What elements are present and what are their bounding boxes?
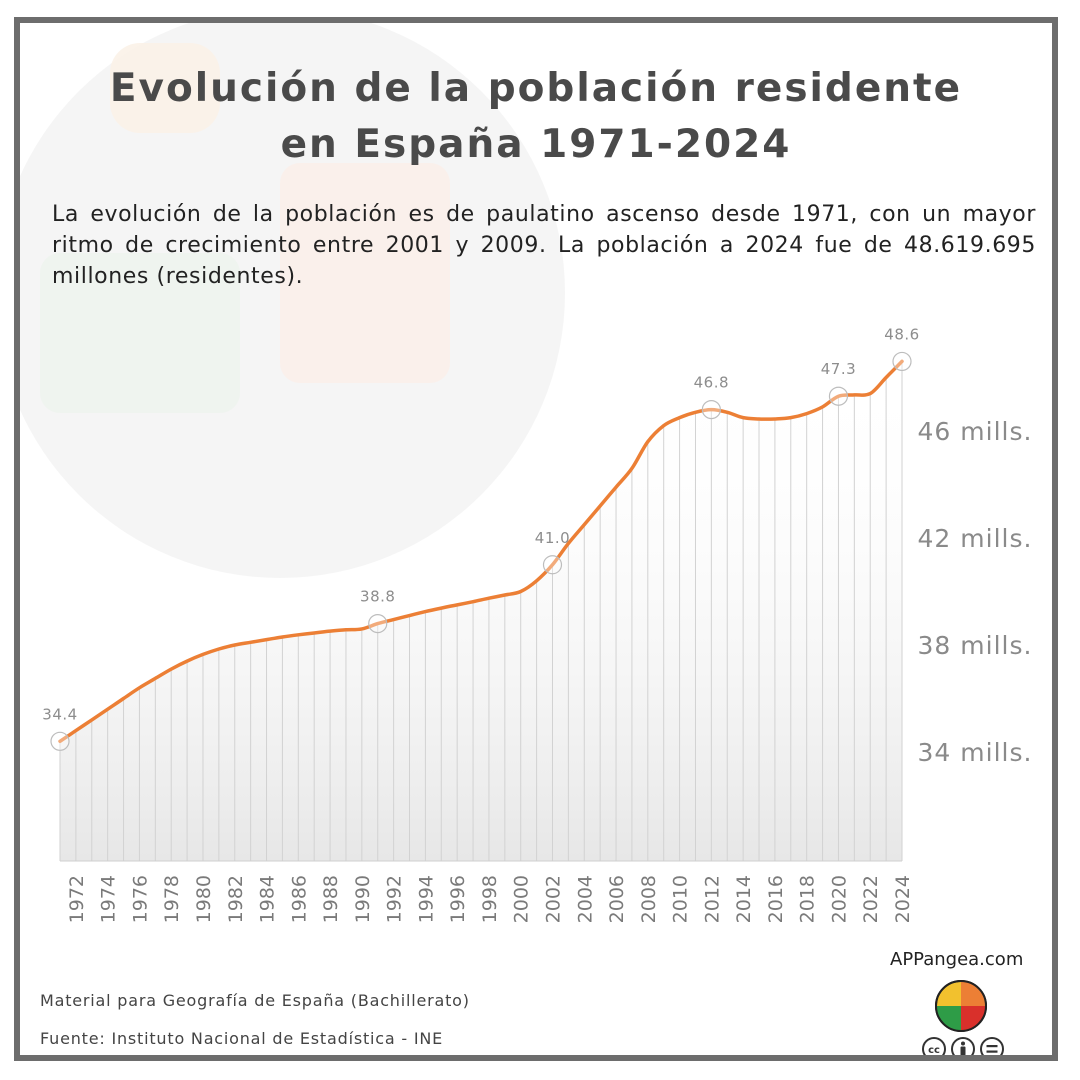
x-tick-label: 1982 — [225, 875, 247, 923]
x-tick-label: 2006 — [606, 875, 628, 923]
x-tick-label: 2022 — [860, 875, 882, 923]
infographic-frame: Evolución de la población residente en E… — [14, 17, 1058, 1061]
population-chart: 34.4 38.8 41.0 46.8 47.3 48.6 34 mills. 38 mil… — [42, 325, 1033, 923]
intro-text: La evolución de la población es de paula… — [52, 202, 1036, 289]
puzzle-logo-icon — [935, 980, 987, 1032]
data-label-2002: 41.0 — [535, 529, 570, 547]
x-tick-label: 1996 — [447, 875, 469, 923]
data-label-2012: 46.8 — [694, 374, 729, 392]
x-tick-label: 2024 — [892, 875, 914, 923]
y-tick-label: 46 mills. — [918, 417, 1033, 446]
watermark-puzzle-icon — [20, 23, 565, 578]
x-tick-label: 2018 — [797, 875, 819, 923]
data-label-2020: 47.3 — [821, 360, 856, 378]
marker-2002 — [542, 555, 563, 575]
x-tick-label: 1986 — [288, 875, 310, 923]
marker-2020 — [828, 386, 849, 406]
cc-icon: cc — [922, 1037, 946, 1056]
x-tick-label: 1990 — [352, 875, 374, 923]
source-note: Fuente: Instituto Nacional de Estadístic… — [40, 1029, 444, 1048]
marker-1991 — [368, 613, 388, 634]
x-tick-label: 2010 — [670, 875, 692, 923]
data-label-2024: 48.6 — [884, 325, 919, 343]
y-tick-label: 34 mills. — [918, 738, 1033, 767]
x-tick-label: 1980 — [193, 875, 215, 923]
x-tick-label: 1978 — [161, 875, 183, 923]
data-label-1971: 34.4 — [42, 705, 77, 723]
marker-2012 — [701, 400, 721, 420]
x-tick-label: 1988 — [320, 875, 342, 923]
cc-license-icons: cc — [922, 1037, 1004, 1056]
x-tick-label: 2004 — [574, 875, 596, 923]
x-tick-label: 1984 — [257, 875, 279, 923]
site-link[interactable]: APPangea.com — [890, 949, 1024, 970]
x-tick-label: 2000 — [511, 875, 533, 923]
x-tick-label: 2020 — [829, 875, 851, 923]
y-tick-label: 42 mills. — [918, 524, 1033, 553]
material-note: Material para Geografía de España (Bachi… — [40, 991, 470, 1010]
x-tick-label: 2002 — [543, 875, 565, 923]
x-tick-label: 1974 — [98, 875, 120, 923]
x-tick-label: 2014 — [733, 875, 755, 923]
x-tick-label: 2012 — [701, 875, 723, 923]
x-tick-label: 1992 — [384, 875, 406, 923]
svg-text:cc: cc — [928, 1045, 940, 1056]
y-tick-label: 38 mills. — [918, 631, 1033, 660]
data-label-1991: 38.8 — [360, 588, 395, 606]
x-tick-label: 2008 — [638, 875, 660, 923]
x-tick-label: 1972 — [66, 875, 88, 923]
x-tick-label: 1998 — [479, 875, 501, 923]
title-line-1: Evolución de la población residente — [109, 66, 963, 111]
nd-icon — [980, 1037, 1004, 1055]
by-icon — [951, 1037, 975, 1055]
x-tick-label: 1976 — [129, 875, 151, 923]
x-tick-label: 2016 — [765, 875, 787, 923]
population-line — [58, 359, 904, 744]
marker-1971 — [50, 731, 70, 751]
page-title: Evolución de la población residente en E… — [20, 61, 1052, 173]
title-line-2: en España 1971-2024 — [280, 122, 792, 167]
x-tick-label: 1994 — [415, 875, 437, 923]
marker-2024 — [892, 351, 912, 372]
population-area — [60, 361, 902, 861]
